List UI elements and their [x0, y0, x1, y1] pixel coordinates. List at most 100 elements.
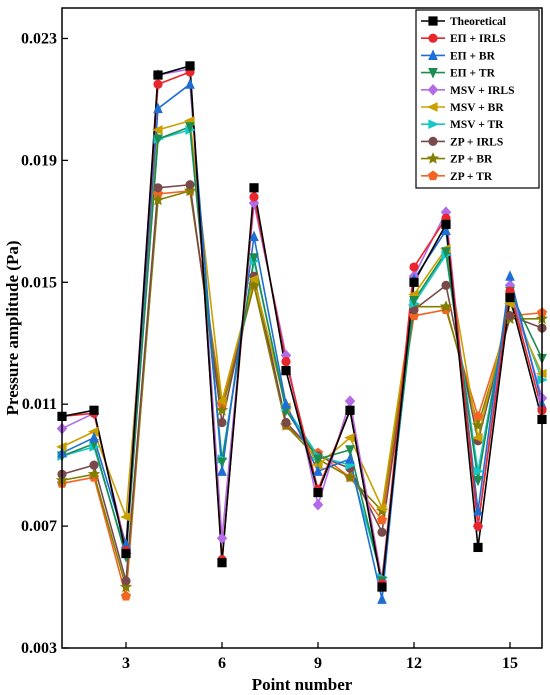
- y-tick-label: 0.023: [21, 30, 57, 47]
- data-point: [505, 311, 515, 321]
- legend-label: EΠ + TR: [450, 68, 496, 80]
- data-point: [89, 460, 99, 470]
- data-point: [248, 274, 259, 285]
- data-point: [89, 431, 99, 443]
- data-point: [377, 582, 387, 592]
- legend-marker: [427, 102, 438, 112]
- legend-marker: [427, 170, 439, 181]
- legend: Theoretical EΠ + IRLS EΠ + BR EΠ + TR MSV + …: [415, 9, 540, 189]
- data-point: [120, 590, 132, 601]
- data-point: [312, 498, 324, 511]
- legend-label: Theoretical: [450, 16, 506, 28]
- data-point: [344, 432, 355, 443]
- data-point: [313, 454, 323, 466]
- data-point: [409, 262, 419, 272]
- data-point: [217, 457, 227, 469]
- data-point: [119, 580, 133, 593]
- data-point: [345, 405, 355, 415]
- data-point: [249, 253, 259, 264]
- data-point: [249, 183, 259, 193]
- data-point: [441, 280, 451, 290]
- data-point: [344, 395, 356, 407]
- data-point: [120, 512, 131, 522]
- data-point: [313, 465, 323, 476]
- data-point: [153, 134, 163, 146]
- x-tick-label: 15: [502, 655, 518, 672]
- data-point: [121, 576, 131, 586]
- data-point: [441, 219, 451, 229]
- data-point: [153, 183, 163, 193]
- data-point: [249, 192, 259, 202]
- data-point: [345, 445, 355, 456]
- legend-item: EΠ + TR: [421, 68, 496, 80]
- y-tick-label: 0.007: [21, 518, 57, 535]
- legend-marker: [426, 152, 440, 164]
- legend-item: ZP + IRLS: [421, 136, 503, 148]
- legend-marker: [428, 136, 438, 146]
- data-point: [345, 453, 355, 464]
- data-point: [505, 270, 515, 281]
- legend-label: ZP + TR: [450, 171, 493, 183]
- legend-item: MSV + IRLS: [421, 84, 515, 97]
- legend-item: EΠ + BR: [421, 49, 496, 62]
- y-tick-label: 0.015: [21, 274, 57, 291]
- data-point: [439, 300, 453, 312]
- data-point: [185, 61, 195, 71]
- legend-label: MSV + TR: [450, 119, 504, 131]
- data-point: [471, 419, 485, 431]
- legend-label: EΠ + IRLS: [450, 33, 506, 45]
- x-tick-label: 3: [122, 655, 130, 672]
- data-point: [152, 125, 163, 135]
- data-point: [183, 184, 197, 197]
- data-point: [377, 527, 387, 537]
- legend-marker: [428, 119, 439, 130]
- data-point: [473, 475, 483, 487]
- data-point: [151, 193, 165, 206]
- data-point: [281, 356, 291, 367]
- data-point: [473, 504, 483, 516]
- data-point: [153, 102, 163, 114]
- data-point: [215, 403, 229, 416]
- data-point: [472, 432, 483, 443]
- legend-label: ZP + BR: [450, 154, 493, 166]
- x-tick-label: 9: [314, 655, 322, 672]
- axis-ticks: [62, 37, 511, 649]
- data-point: [409, 277, 419, 287]
- legend-marker: [428, 33, 438, 43]
- data-point: [441, 224, 451, 236]
- y-axis-title: Pressure amplitude (Pa): [3, 240, 22, 415]
- x-tick-label: 6: [218, 655, 226, 672]
- legend-label: MSV + BR: [450, 102, 504, 114]
- data-point: [281, 417, 291, 428]
- legend-marker: [428, 49, 438, 60]
- data-point: [217, 417, 227, 428]
- data-point: [343, 470, 357, 483]
- data-point: [89, 405, 99, 415]
- legend-label: MSV + IRLS: [450, 85, 515, 97]
- series-lines: [61, 65, 543, 601]
- data-point: [185, 78, 195, 89]
- y-tick-label: 0.011: [22, 396, 57, 413]
- series-markers: [55, 61, 549, 604]
- legend-item: ZP + TR: [421, 170, 493, 183]
- legend-marker: [428, 68, 438, 79]
- legend-marker: [427, 84, 439, 96]
- series-line-7: [61, 183, 543, 582]
- data-point: [473, 466, 484, 477]
- tick-labels: 3 6 9 12 15 0.003 0.007 0.011 0.015 0.019 0.023: [21, 30, 518, 672]
- data-point: [216, 396, 227, 406]
- data-point: [153, 79, 163, 89]
- data-point: [121, 548, 131, 559]
- data-point: [87, 467, 101, 480]
- data-point: [473, 542, 483, 553]
- legend-item: MSV + BR: [421, 102, 504, 114]
- data-point: [217, 558, 227, 568]
- series-line-6: [61, 129, 543, 579]
- data-point: [505, 292, 515, 303]
- x-axis-title: Point number: [252, 675, 353, 694]
- data-point: [376, 502, 387, 513]
- series-line-0: [61, 65, 543, 588]
- y-tick-label: 0.019: [21, 152, 57, 169]
- data-point: [185, 180, 195, 190]
